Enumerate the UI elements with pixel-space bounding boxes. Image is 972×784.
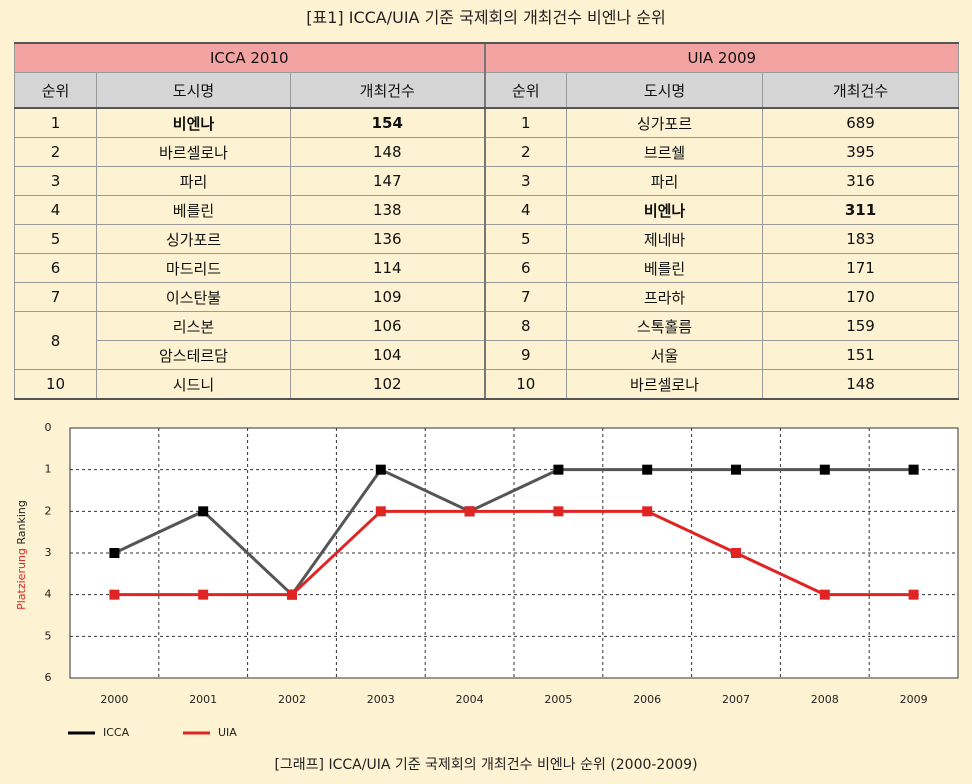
rank: 1 bbox=[483, 107, 568, 138]
legend-label: ICCA bbox=[103, 726, 130, 739]
point-marker bbox=[375, 464, 386, 475]
y-axis-label: Platzierung Ranking bbox=[15, 500, 28, 610]
x-tick-label: 2007 bbox=[722, 693, 750, 706]
y-tick-label: 2 bbox=[45, 504, 52, 517]
series-line bbox=[113, 467, 914, 597]
count: 104 bbox=[289, 340, 486, 370]
x-tick-label: 2004 bbox=[456, 693, 484, 706]
column-header: 순위 bbox=[483, 72, 568, 109]
count: 154 bbox=[289, 107, 486, 138]
point-marker bbox=[819, 464, 830, 475]
city: 프라하 bbox=[566, 282, 764, 312]
point-marker bbox=[642, 506, 653, 517]
point-marker bbox=[731, 548, 741, 558]
count: 395 bbox=[762, 137, 960, 167]
city: 이스탄불 bbox=[96, 282, 291, 312]
x-tick-label: 2001 bbox=[189, 693, 217, 706]
x-tick-label: 2005 bbox=[544, 693, 572, 706]
point-marker bbox=[642, 464, 653, 475]
city: 바르셀로나 bbox=[566, 369, 764, 400]
rank: 6 bbox=[14, 253, 97, 283]
count: 311 bbox=[762, 195, 960, 225]
count: 102 bbox=[289, 369, 486, 400]
y-label-de: Platzierung bbox=[15, 548, 28, 610]
column-header: 도시명 bbox=[96, 72, 291, 109]
point-marker bbox=[731, 464, 741, 475]
point-marker bbox=[109, 589, 120, 600]
y-tick-label: 6 bbox=[45, 671, 52, 684]
x-tick-label: 2000 bbox=[100, 693, 128, 706]
city: 스톡홀름 bbox=[566, 311, 764, 341]
rank: 6 bbox=[483, 253, 568, 283]
city: 제네바 bbox=[566, 224, 764, 254]
rank: 8 bbox=[14, 311, 97, 370]
rank: 5 bbox=[14, 224, 97, 254]
point-marker bbox=[464, 506, 475, 517]
y-tick-label: 4 bbox=[45, 588, 52, 601]
city: 암스테르담 bbox=[96, 340, 291, 370]
rank: 2 bbox=[483, 137, 568, 167]
point-marker bbox=[198, 589, 209, 600]
y-label-en: Ranking bbox=[15, 500, 28, 545]
rank: 8 bbox=[483, 311, 568, 341]
point-marker bbox=[908, 464, 919, 475]
point-marker bbox=[819, 589, 830, 600]
x-tick-label: 2003 bbox=[367, 693, 395, 706]
city: 싱가포르 bbox=[96, 224, 291, 254]
rank: 3 bbox=[483, 166, 568, 196]
city: 싱가포르 bbox=[566, 107, 764, 138]
rank: 7 bbox=[14, 282, 97, 312]
count: 114 bbox=[289, 253, 486, 283]
group-header: UIA 2009 bbox=[483, 42, 960, 73]
x-tick-label: 2008 bbox=[811, 693, 839, 706]
city: 베를린 bbox=[566, 253, 764, 283]
chart-caption: [그래프] ICCA/UIA 기준 국제회의 개최건수 비엔나 순위 (2000… bbox=[274, 757, 697, 773]
table-title: [표1] ICCA/UIA 기준 국제회의 개최건수 비엔나 순위 bbox=[306, 8, 666, 27]
rank: 10 bbox=[483, 369, 568, 400]
city: 서울 bbox=[566, 340, 764, 370]
count: 183 bbox=[762, 224, 960, 254]
point-marker bbox=[109, 548, 120, 558]
column-header: 도시명 bbox=[566, 72, 764, 109]
point-marker bbox=[375, 506, 386, 517]
city: 베를린 bbox=[96, 195, 291, 225]
y-tick-label: 5 bbox=[45, 629, 52, 642]
count: 136 bbox=[289, 224, 486, 254]
city: 시드니 bbox=[96, 369, 291, 400]
point-marker bbox=[198, 506, 209, 517]
point-marker bbox=[553, 464, 564, 475]
y-tick-label: 0 bbox=[45, 421, 52, 434]
x-tick-label: 2006 bbox=[633, 693, 661, 706]
series-line bbox=[114, 509, 914, 597]
x-tick-label: 2009 bbox=[900, 693, 928, 706]
count: 148 bbox=[762, 369, 960, 400]
x-tick-label: 2002 bbox=[278, 693, 306, 706]
point-marker bbox=[908, 589, 919, 600]
count: 109 bbox=[289, 282, 486, 312]
count: 689 bbox=[762, 107, 960, 138]
column-header: 개최건수 bbox=[289, 72, 486, 109]
count: 151 bbox=[762, 340, 960, 370]
column-header: 개최건수 bbox=[762, 72, 960, 109]
y-tick-label: 1 bbox=[45, 463, 52, 476]
count: 148 bbox=[289, 137, 486, 167]
count: 138 bbox=[289, 195, 486, 225]
column-header: 순위 bbox=[14, 72, 97, 109]
y-tick-label: 3 bbox=[45, 546, 52, 559]
point-marker bbox=[287, 589, 297, 600]
rank: 2 bbox=[14, 137, 97, 167]
count: 147 bbox=[289, 166, 486, 196]
point-marker bbox=[553, 506, 564, 517]
ranking-table: ICCA 2010 UIA 2009 순위 도시명 개최건수 순위 도시명 개최건수 1 비엔나 1… bbox=[13, 42, 960, 400]
legend-label: UIA bbox=[218, 726, 237, 739]
